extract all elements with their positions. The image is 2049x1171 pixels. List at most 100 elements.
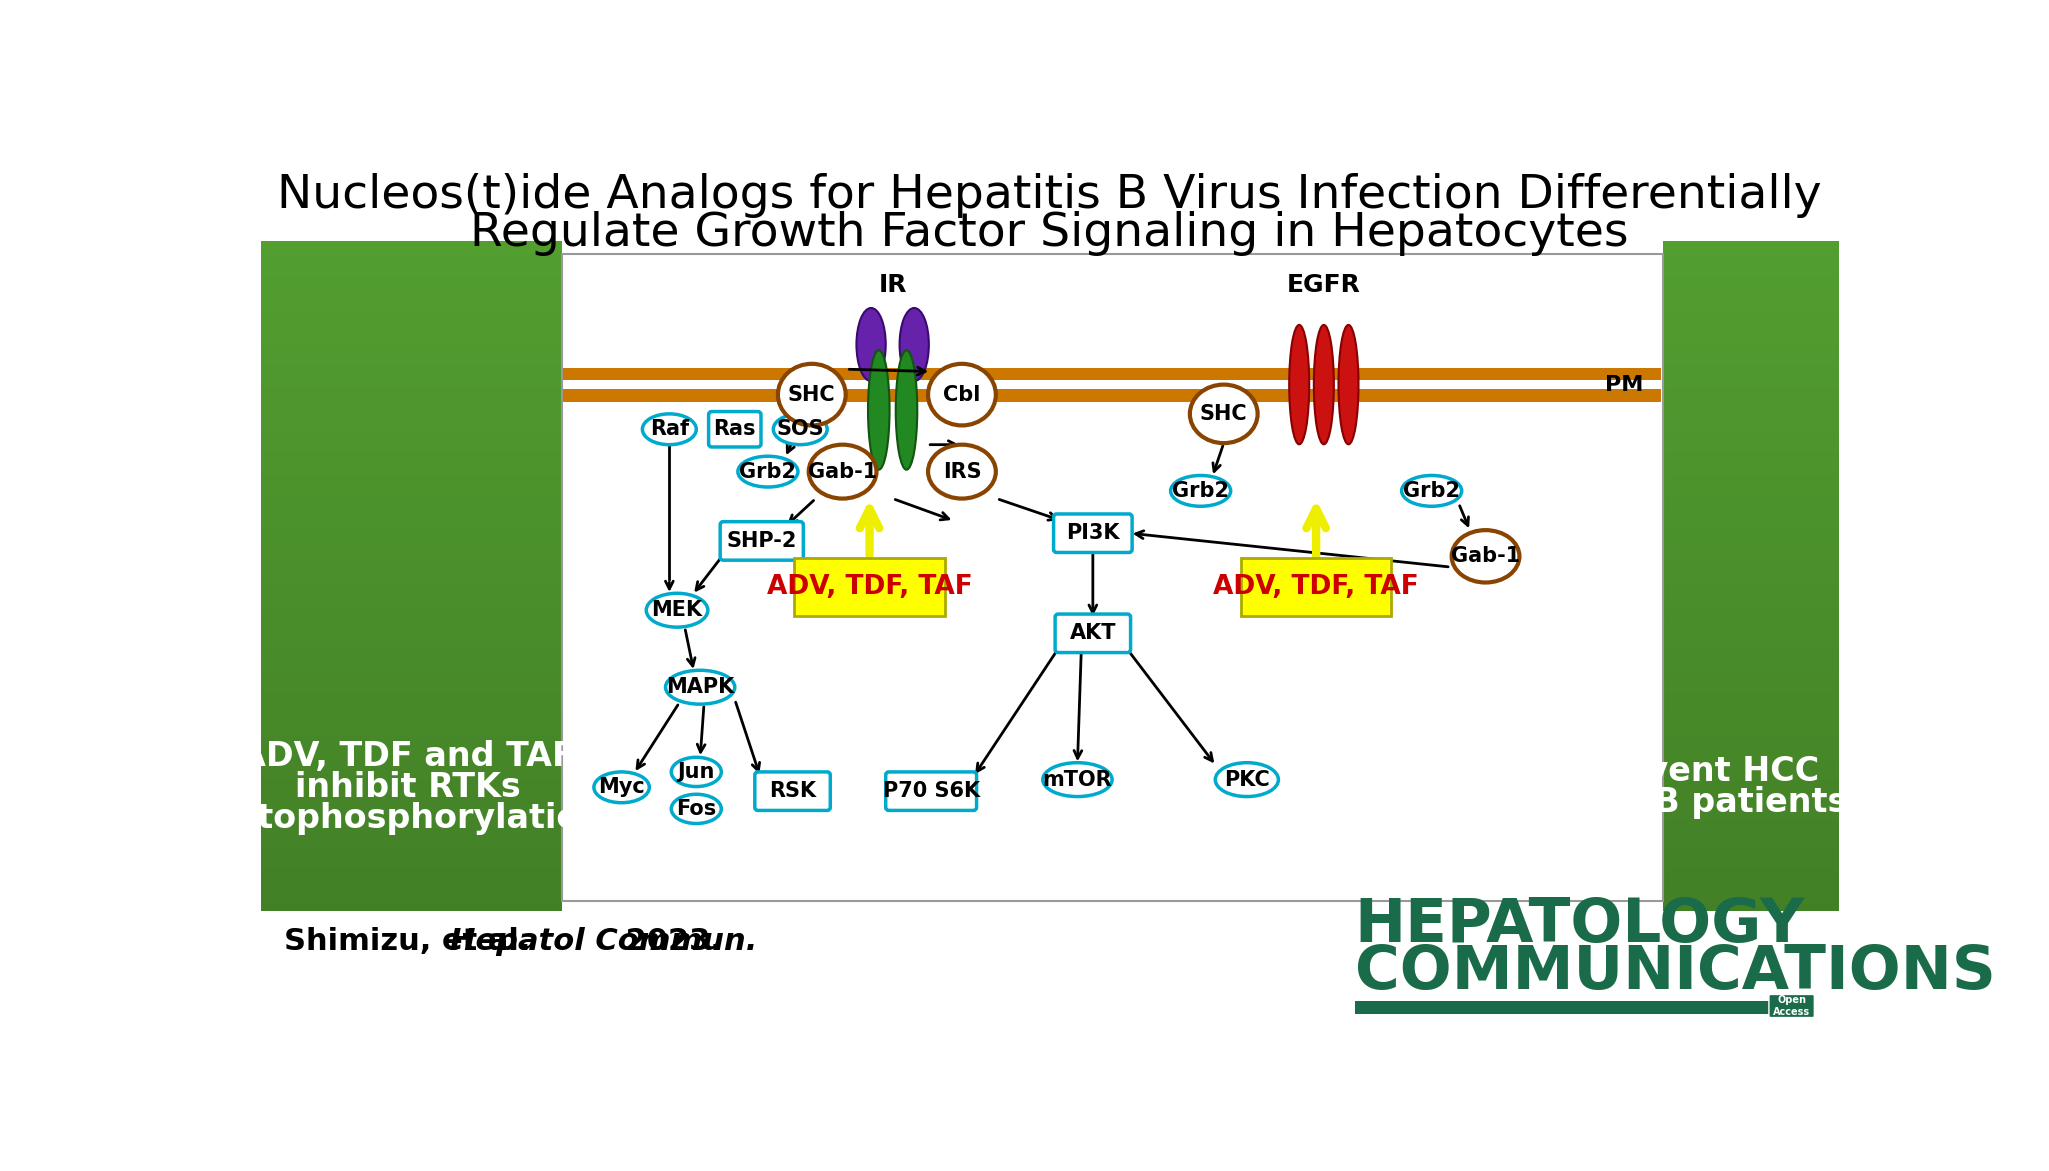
Bar: [262, 384, 561, 388]
Bar: [262, 800, 561, 803]
Bar: [262, 893, 561, 897]
Bar: [1662, 609, 1840, 612]
Bar: [1662, 261, 1840, 265]
Bar: [262, 495, 561, 499]
Bar: [1662, 593, 1840, 596]
Bar: [262, 625, 561, 629]
Bar: [1662, 429, 1840, 432]
Bar: [262, 867, 561, 870]
Bar: [1662, 532, 1840, 535]
Bar: [262, 877, 561, 881]
Ellipse shape: [1043, 762, 1113, 796]
Bar: [1662, 717, 1840, 720]
Bar: [1662, 382, 1840, 384]
Bar: [1662, 578, 1840, 582]
Bar: [262, 706, 561, 710]
Bar: [1662, 418, 1840, 422]
Bar: [262, 726, 561, 730]
Bar: [262, 814, 561, 816]
Text: SOS: SOS: [777, 419, 824, 439]
Bar: [262, 311, 561, 314]
Bar: [1662, 278, 1840, 281]
Bar: [262, 324, 561, 328]
Bar: [262, 793, 561, 796]
Text: autophosphorylation: autophosphorylation: [211, 802, 604, 835]
Text: ADV, TDF and TAF: ADV, TDF and TAF: [240, 740, 576, 773]
Bar: [262, 884, 561, 888]
Bar: [262, 458, 561, 461]
Bar: [1662, 512, 1840, 515]
Bar: [262, 686, 561, 690]
Bar: [1662, 308, 1840, 311]
Bar: [262, 441, 561, 445]
Ellipse shape: [928, 445, 996, 499]
Bar: [262, 405, 561, 409]
Bar: [563, 389, 1662, 402]
Bar: [262, 854, 561, 857]
Bar: [1662, 864, 1840, 867]
Bar: [262, 418, 561, 422]
Bar: [1662, 378, 1840, 382]
Bar: [1662, 690, 1840, 693]
Text: HEPATOLOGY: HEPATOLOGY: [1354, 897, 1805, 956]
Bar: [262, 837, 561, 840]
Bar: [1662, 723, 1840, 726]
Bar: [1662, 285, 1840, 288]
Bar: [1662, 384, 1840, 388]
Bar: [262, 713, 561, 717]
Bar: [1662, 767, 1840, 769]
Bar: [1662, 364, 1840, 368]
Text: Myc: Myc: [598, 778, 645, 797]
Bar: [1662, 555, 1840, 559]
Bar: [262, 659, 561, 663]
Bar: [262, 314, 561, 317]
Bar: [262, 432, 561, 434]
Bar: [262, 753, 561, 756]
Bar: [1662, 780, 1840, 783]
Bar: [262, 461, 561, 465]
Ellipse shape: [869, 350, 889, 470]
Bar: [262, 512, 561, 515]
Text: mTOR: mTOR: [1043, 769, 1113, 789]
Bar: [1662, 760, 1840, 763]
Bar: [1662, 317, 1840, 321]
Bar: [262, 733, 561, 737]
Bar: [1662, 542, 1840, 546]
Bar: [262, 843, 561, 847]
Bar: [1662, 335, 1840, 337]
Bar: [1662, 796, 1840, 800]
Bar: [1662, 619, 1840, 623]
Bar: [262, 445, 561, 448]
Bar: [262, 639, 561, 643]
Bar: [262, 481, 561, 485]
Bar: [262, 576, 561, 578]
Bar: [262, 589, 561, 593]
Bar: [1662, 816, 1840, 820]
Bar: [262, 549, 561, 552]
Bar: [1662, 288, 1840, 290]
Bar: [1662, 888, 1840, 890]
Bar: [262, 465, 561, 468]
Bar: [262, 429, 561, 432]
Ellipse shape: [672, 794, 721, 823]
Bar: [1662, 763, 1840, 767]
Bar: [1662, 495, 1840, 499]
Bar: [1662, 643, 1840, 646]
Bar: [1662, 659, 1840, 663]
Bar: [262, 566, 561, 569]
Bar: [1662, 589, 1840, 593]
Bar: [1662, 240, 1840, 244]
Bar: [262, 402, 561, 405]
Bar: [1662, 522, 1840, 526]
Bar: [262, 409, 561, 411]
Bar: [262, 559, 561, 562]
Bar: [1662, 528, 1840, 532]
Bar: [262, 881, 561, 884]
Bar: [1662, 337, 1840, 341]
Bar: [1662, 434, 1840, 438]
Bar: [262, 850, 561, 854]
Ellipse shape: [645, 594, 707, 628]
Bar: [1662, 652, 1840, 656]
Bar: [1662, 840, 1840, 843]
Bar: [262, 382, 561, 384]
